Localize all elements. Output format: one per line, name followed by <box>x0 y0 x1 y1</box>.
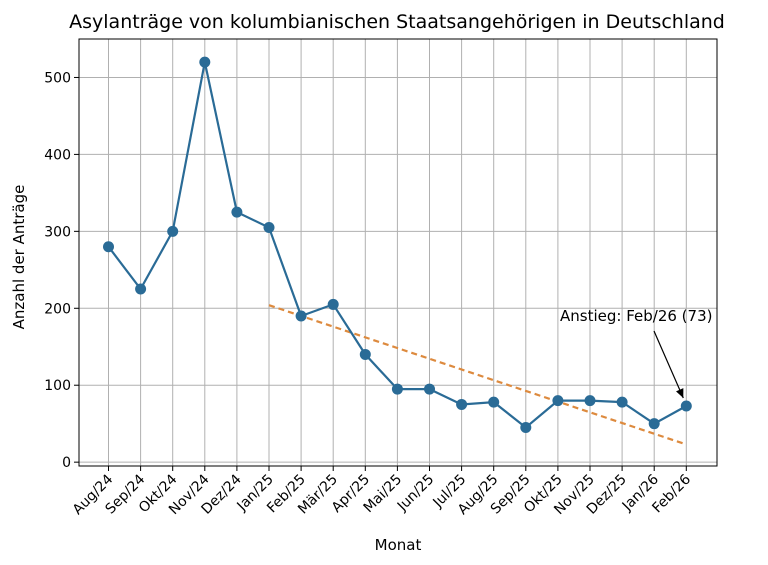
annotation-arrow-head <box>676 388 684 398</box>
trend-layer <box>268 304 687 446</box>
annotation-text: Anstieg: Feb/26 (73) <box>560 307 712 325</box>
x-axis-ticks: Aug/24Sep/24Okt/24Nov/24Dez/24Jan/25Feb/… <box>70 466 694 518</box>
plot-frame <box>78 38 718 467</box>
y-tick-label: 0 <box>62 455 71 471</box>
trend-line <box>268 304 687 446</box>
data-point <box>167 225 179 237</box>
data-point <box>199 56 211 68</box>
data-point <box>391 383 403 395</box>
data-point <box>648 418 660 430</box>
y-tick-label: 300 <box>44 224 71 240</box>
y-tick-label: 400 <box>44 147 71 163</box>
chart-title: Asylanträge von kolumbianischen Staatsan… <box>69 11 725 33</box>
y-tick-label: 200 <box>44 301 71 317</box>
data-point <box>295 310 307 322</box>
y-axis-label: Anzahl der Anträge <box>10 185 28 330</box>
data-point <box>231 206 243 218</box>
data-point <box>584 395 596 407</box>
y-tick-label: 100 <box>44 378 71 394</box>
x-axis-label: Monat <box>375 536 422 554</box>
y-axis-ticks: 0 100 200 300 400 500 <box>44 70 79 471</box>
data-point <box>488 396 500 408</box>
data-point <box>456 398 468 410</box>
data-point <box>520 422 532 434</box>
data-point <box>616 396 628 408</box>
data-point <box>552 395 564 407</box>
data-point <box>263 221 275 233</box>
data-point <box>135 283 147 295</box>
annotation-arrow-line <box>653 330 684 399</box>
data-point <box>103 241 114 253</box>
data-point <box>424 383 435 395</box>
data-point <box>680 400 692 412</box>
data-point <box>327 298 339 310</box>
annotation-layer: Anstieg: Feb/26 (73) <box>560 307 712 399</box>
series-layer <box>103 56 692 434</box>
y-tick-label: 500 <box>44 70 71 86</box>
data-point <box>359 348 371 360</box>
grid <box>79 39 717 466</box>
